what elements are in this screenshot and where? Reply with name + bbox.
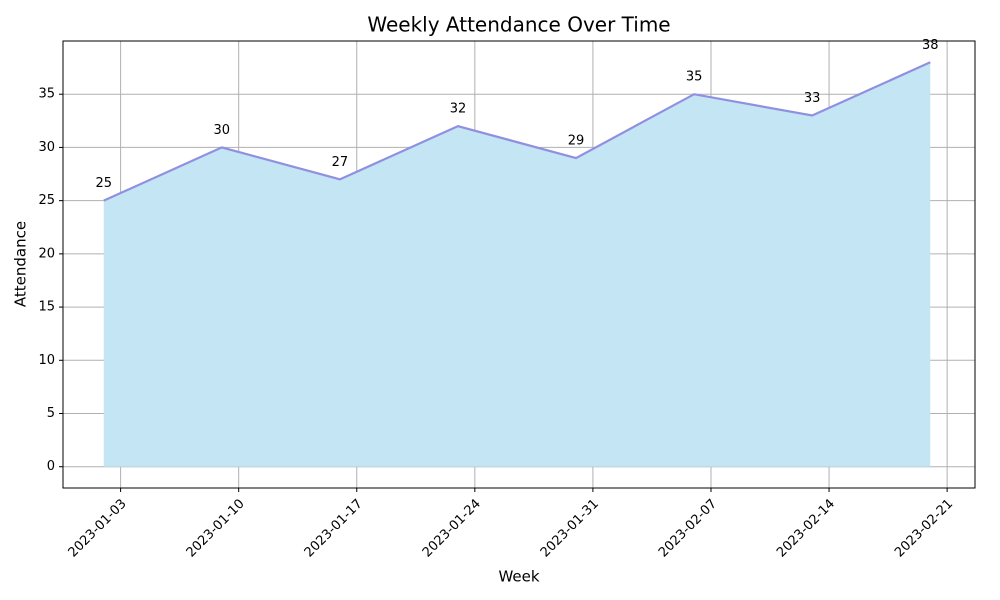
data-label: 30 — [214, 123, 231, 138]
area — [103, 62, 931, 467]
y-axis-title: Attendance — [12, 221, 30, 307]
data-label: 32 — [450, 102, 467, 117]
plot-frame — [62, 40, 976, 489]
line — [103, 61, 931, 202]
data-label: 38 — [922, 38, 939, 53]
chart-title: Weekly Attendance Over Time — [367, 13, 670, 37]
data-label: 35 — [686, 70, 703, 85]
x-axis-title: Week — [498, 568, 539, 586]
y-tick-label: 0 — [47, 459, 55, 474]
y-tick-label: 30 — [38, 140, 55, 155]
y-tick-label: 25 — [38, 193, 55, 208]
y-tick-label: 35 — [38, 87, 55, 102]
y-tick-label: 10 — [38, 353, 55, 368]
data-label: 29 — [568, 134, 585, 149]
data-label: 27 — [332, 155, 349, 170]
data-label: 33 — [804, 91, 821, 106]
data-label: 25 — [95, 176, 112, 191]
y-tick-label: 15 — [38, 300, 55, 315]
y-tick-label: 5 — [47, 406, 55, 421]
y-tick-label: 20 — [38, 246, 55, 261]
